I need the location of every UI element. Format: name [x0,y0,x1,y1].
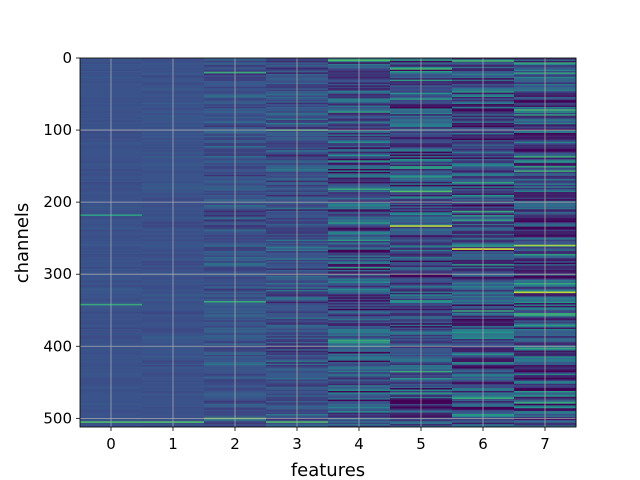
x-tick-label: 7 [540,435,550,453]
x-tick-label: 2 [230,435,240,453]
y-tick-label: 0 [62,49,72,67]
y-axis-label: channels [12,203,33,284]
axes-border [79,57,577,428]
x-tick-label: 3 [292,435,302,453]
x-tick-label: 6 [478,435,488,453]
y-tick-label: 400 [43,337,72,355]
plot-frame [79,57,577,428]
y-axis-ticks: 0 100 200 300 400 500 [43,49,80,427]
heatmap-cells [80,58,577,428]
x-axis-ticks: 0 1 2 3 4 5 6 7 [106,427,550,453]
y-tick-label: 500 [43,409,72,427]
y-tick-label: 100 [43,121,72,139]
y-tick-label: 200 [43,193,72,211]
x-tick-label: 4 [354,435,364,453]
x-tick-label: 0 [106,435,116,453]
x-axis-label: features [291,460,365,480]
x-tick-label: 1 [168,435,178,453]
y-tick-label: 300 [43,265,72,283]
x-tick-label: 5 [416,435,426,453]
